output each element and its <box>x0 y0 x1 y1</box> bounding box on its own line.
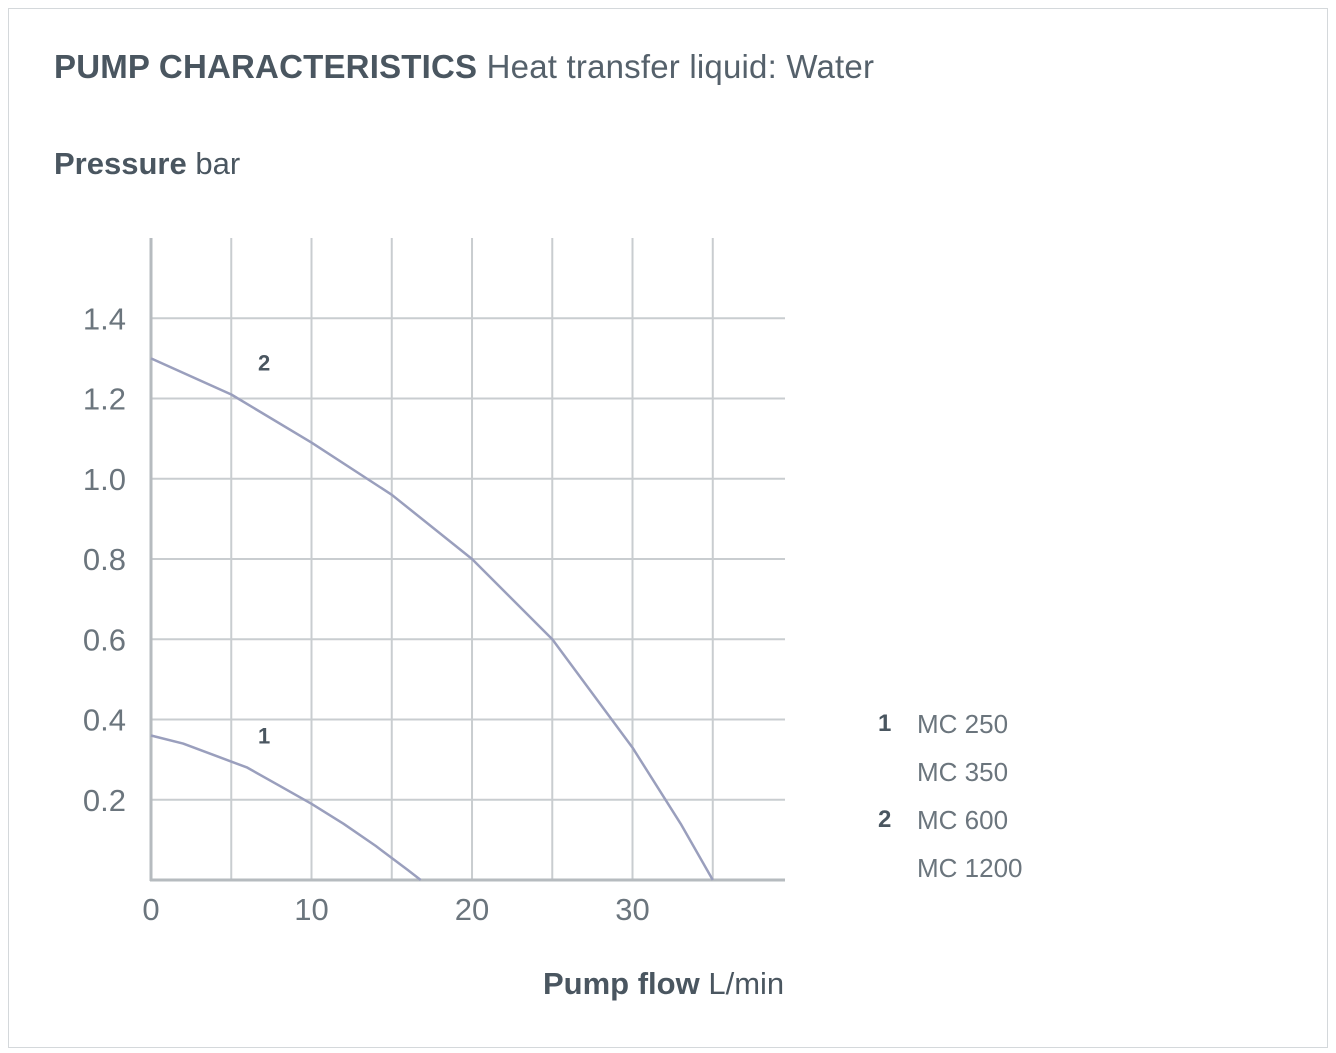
x-axis-label: Pump flow L/min <box>543 966 784 1002</box>
legend-number: 2 <box>878 806 892 833</box>
y-axis-label: Pressure bar <box>54 146 240 182</box>
legend-item: 2 MC 600 <box>872 796 1023 844</box>
tick-labels: 0.2 0.4 0.6 0.8 1.0 1.2 1.4 0 10 20 30 <box>83 301 650 927</box>
chart-title: PUMP CHARACTERISTICS Heat transfer liqui… <box>54 48 874 86</box>
y-tick-label: 1.0 <box>83 462 126 497</box>
x-tick-label: 20 <box>455 892 489 927</box>
y-tick-label: 0.4 <box>83 703 126 738</box>
legend: 1 MC 250 MC 350 2 MC 600 MC 1200 <box>872 700 1023 892</box>
y-tick-label: 1.4 <box>83 301 126 336</box>
y-tick-label: 0.6 <box>83 622 126 657</box>
curves: 12 <box>150 350 714 881</box>
chart-frame <box>8 8 1328 1048</box>
pump-curve-2 <box>150 357 714 881</box>
y-axis-label-unit: bar <box>195 146 241 181</box>
x-tick-label: 30 <box>615 892 649 927</box>
x-axis-label-unit: L/min <box>708 966 785 1001</box>
legend-model: MC 350 <box>917 756 1009 787</box>
y-tick-label: 0.8 <box>83 542 126 577</box>
axes <box>149 238 785 882</box>
legend-model: MC 250 <box>917 708 1009 739</box>
legend-model: MC 1200 <box>917 852 1023 883</box>
legend-model: MC 600 <box>917 804 1009 835</box>
y-tick-label: 1.2 <box>83 382 126 417</box>
curve-label-2: 2 <box>258 350 270 375</box>
x-tick-label: 10 <box>294 892 328 927</box>
legend-item: 1 MC 250 <box>872 700 1023 748</box>
legend-item: MC 350 <box>872 748 1023 796</box>
grid <box>151 238 785 880</box>
chart-title-bold: PUMP CHARACTERISTICS <box>54 48 478 85</box>
x-tick-label: 0 <box>142 892 159 927</box>
legend-item: MC 1200 <box>872 844 1023 892</box>
legend-number: 1 <box>878 710 892 737</box>
curve-label-1: 1 <box>258 724 270 749</box>
x-axis-label-name: Pump flow <box>543 966 700 1001</box>
pump-curve-1 <box>150 734 422 881</box>
y-tick-label: 0.2 <box>83 783 126 818</box>
chart-subtitle: Heat transfer liquid: Water <box>486 48 875 85</box>
y-axis-label-name: Pressure <box>54 146 187 181</box>
